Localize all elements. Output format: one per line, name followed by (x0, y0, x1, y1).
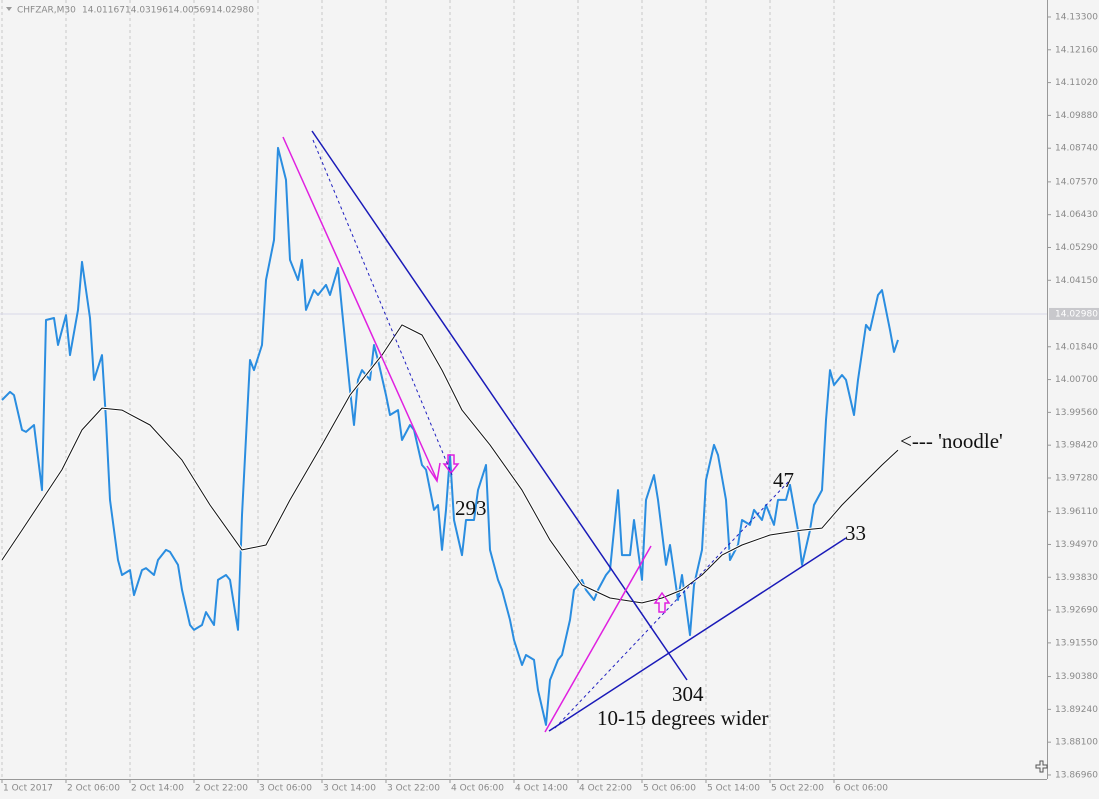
y-tick-label: 13.86960 (1055, 770, 1098, 780)
plot-area (0, 0, 1047, 779)
y-tick-label: 13.97280 (1055, 473, 1098, 483)
price-line-series (1, 324, 899, 604)
up-arrow (653, 591, 671, 613)
header-value: 14.03196 (125, 6, 168, 16)
y-tick-label: 14.12160 (1055, 45, 1098, 55)
y-tick-label: 13.98420 (1055, 441, 1098, 451)
y-tick-label: 13.96110 (1055, 507, 1098, 517)
drawings (282, 130, 1048, 773)
y-tick-label: 13.99560 (1055, 408, 1098, 418)
x-tick-label: 2 Oct 14:00 (131, 784, 184, 794)
annotation: 304 (672, 682, 704, 706)
trend-line (544, 545, 652, 733)
price-label-box (1049, 307, 1099, 320)
trend-line (548, 537, 847, 732)
chart-title: CHFZAR,M30 (17, 6, 76, 16)
y-tick-label: 13.94970 (1055, 540, 1098, 550)
annotation: 10-15 degrees wider (597, 706, 768, 730)
annotation: 47 (773, 468, 794, 492)
header-value: 14.02980 (211, 6, 254, 16)
y-tick-label: 13.88100 (1055, 738, 1098, 748)
y-tick-label: 14.06430 (1055, 210, 1098, 220)
y-tick-label: 14.11020 (1055, 78, 1098, 88)
x-tick-label: 5 Oct 22:00 (771, 784, 824, 794)
y-tick-label: 13.93830 (1055, 573, 1098, 583)
dashed-line (312, 139, 453, 476)
y-tick-label: 13.92690 (1055, 606, 1098, 616)
y-tick-label: 13.90380 (1055, 672, 1098, 682)
y-tick-label: 13.91550 (1055, 638, 1098, 648)
price-label: 14.02980 (1055, 309, 1098, 319)
x-tick-label: 2 Oct 06:00 (67, 784, 120, 794)
y-tick-label: 13.89240 (1055, 705, 1098, 715)
trend-line (282, 136, 438, 481)
y-tick-label: 14.04150 (1055, 276, 1098, 286)
x-tick-label: 4 Oct 22:00 (579, 784, 632, 794)
y-tick-label: 14.13300 (1055, 12, 1098, 22)
y-tick-label: 14.05290 (1055, 243, 1098, 253)
trend-line (311, 130, 688, 681)
x-tick-label: 5 Oct 06:00 (643, 784, 696, 794)
header-arrow (6, 7, 12, 11)
cursor-icon (1035, 760, 1048, 773)
header-value: 14.00569 (168, 6, 211, 16)
annotation: <--- 'noodle' (900, 429, 1003, 453)
x-tick-label: 4 Oct 14:00 (515, 784, 568, 794)
x-tick-label: 1 Oct 2017 (3, 784, 53, 794)
x-tick-label: 5 Oct 14:00 (707, 784, 760, 794)
y-tick-label: 14.08740 (1055, 144, 1098, 154)
y-tick-label: 14.00700 (1055, 375, 1098, 385)
annotation: 293 (455, 496, 487, 520)
x-tick-label: 6 Oct 06:00 (835, 784, 888, 794)
x-tick-label: 2 Oct 22:00 (195, 784, 248, 794)
x-tick-label: 3 Oct 06:00 (259, 784, 312, 794)
y-tick-label: 14.01840 (1055, 342, 1098, 352)
annotation: 33 (845, 521, 866, 545)
x-tick-label: 3 Oct 22:00 (387, 784, 440, 794)
dashed-line (554, 479, 791, 729)
arrow-head (426, 462, 441, 483)
y-tick-label: 14.07570 (1055, 177, 1098, 187)
y-tick-label: 14.09880 (1055, 111, 1098, 121)
price-line-series (1, 146, 899, 726)
header-value: 14.01167 (82, 6, 125, 16)
x-tick-label: 3 Oct 14:00 (323, 784, 376, 794)
x-tick-label: 4 Oct 06:00 (451, 784, 504, 794)
